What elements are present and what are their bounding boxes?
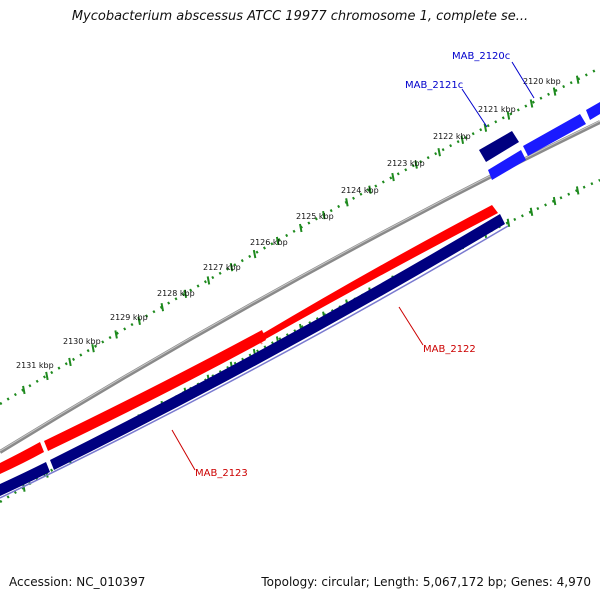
tick-label-2120: 2120 kbp bbox=[523, 77, 561, 86]
gene-mab-2122[interactable] bbox=[262, 205, 498, 340]
major-tick bbox=[275, 236, 280, 246]
major-tick bbox=[529, 207, 534, 217]
tick-label-2131: 2131 kbp bbox=[16, 361, 54, 370]
major-tick bbox=[252, 249, 257, 259]
major-tick bbox=[368, 185, 372, 194]
outer-tick-ring bbox=[0, 66, 600, 406]
gene-label-mab-2120c[interactable]: MAB_2120c bbox=[452, 51, 510, 62]
major-tick bbox=[299, 223, 303, 233]
tick-label-2124: 2124 kbp bbox=[341, 186, 379, 195]
major-tick bbox=[322, 210, 326, 220]
gene-prev-forward[interactable] bbox=[0, 442, 44, 474]
tick-label-2130: 2130 kbp bbox=[63, 337, 101, 346]
tick-label-2128: 2128 kbp bbox=[157, 289, 195, 298]
gene-mab-2121c[interactable] bbox=[479, 131, 519, 162]
topology-summary: Topology: circular; Length: 5,067,172 bp… bbox=[261, 575, 591, 589]
major-tick bbox=[137, 316, 141, 325]
outer-major-ticks bbox=[22, 75, 580, 395]
backbone-line bbox=[0, 120, 600, 454]
major-tick bbox=[529, 99, 534, 108]
major-tick bbox=[414, 160, 418, 169]
tick-label-2129: 2129 kbp bbox=[110, 313, 148, 322]
major-tick bbox=[45, 371, 49, 381]
major-tick bbox=[91, 343, 95, 353]
major-tick bbox=[183, 289, 188, 298]
major-tick bbox=[552, 196, 557, 206]
gene-labels: MAB_2120c MAB_2121c MAB_2122 MAB_2123 bbox=[171, 51, 535, 479]
major-tick bbox=[345, 198, 349, 207]
gene-blue-a[interactable] bbox=[488, 150, 526, 180]
gene-reverse-prev[interactable] bbox=[0, 462, 50, 496]
gene-label-mab-2123[interactable]: MAB_2123 bbox=[195, 468, 248, 479]
major-tick bbox=[229, 263, 234, 272]
major-tick bbox=[506, 111, 511, 120]
major-tick bbox=[114, 330, 118, 339]
accession-text: Accession: NC_010397 bbox=[9, 575, 146, 589]
tick-label-2121: 2121 kbp bbox=[478, 105, 516, 114]
major-tick bbox=[483, 123, 488, 132]
backbone-highlight bbox=[0, 120, 600, 452]
major-tick bbox=[552, 87, 557, 96]
major-tick bbox=[575, 186, 580, 195]
major-tick bbox=[460, 135, 465, 145]
major-tick bbox=[506, 218, 511, 227]
major-tick bbox=[206, 276, 211, 285]
major-tick bbox=[68, 357, 72, 367]
gene-mab-2120c[interactable] bbox=[586, 102, 600, 120]
reverse-track-edge bbox=[0, 225, 509, 499]
gene-label-mab-2122[interactable]: MAB_2122 bbox=[423, 344, 476, 355]
gene-label-mab-2121c[interactable]: MAB_2121c bbox=[405, 80, 463, 91]
tick-labels: 2120 kbp 2121 kbp 2122 kbp 2123 kbp 2124… bbox=[16, 77, 561, 370]
tick-label-2127: 2127 kbp bbox=[203, 263, 241, 272]
major-tick bbox=[391, 172, 395, 182]
major-tick bbox=[437, 147, 441, 157]
major-tick bbox=[575, 75, 580, 84]
map-title: Mycobacterium abscessus ATCC 19977 chrom… bbox=[71, 9, 529, 24]
major-tick bbox=[160, 303, 165, 312]
inner-tick-ring bbox=[0, 178, 600, 504]
tick-label-2122: 2122 kbp bbox=[433, 132, 471, 141]
tick-label-2126: 2126 kbp bbox=[250, 238, 288, 247]
major-tick bbox=[22, 385, 26, 395]
tick-label-2125: 2125 kbp bbox=[296, 212, 334, 221]
gene-reverse-long[interactable] bbox=[50, 214, 505, 470]
gene-mab-2123[interactable] bbox=[44, 330, 266, 451]
tick-label-2123: 2123 kbp bbox=[387, 159, 425, 168]
gene-blue-b[interactable] bbox=[523, 114, 586, 156]
